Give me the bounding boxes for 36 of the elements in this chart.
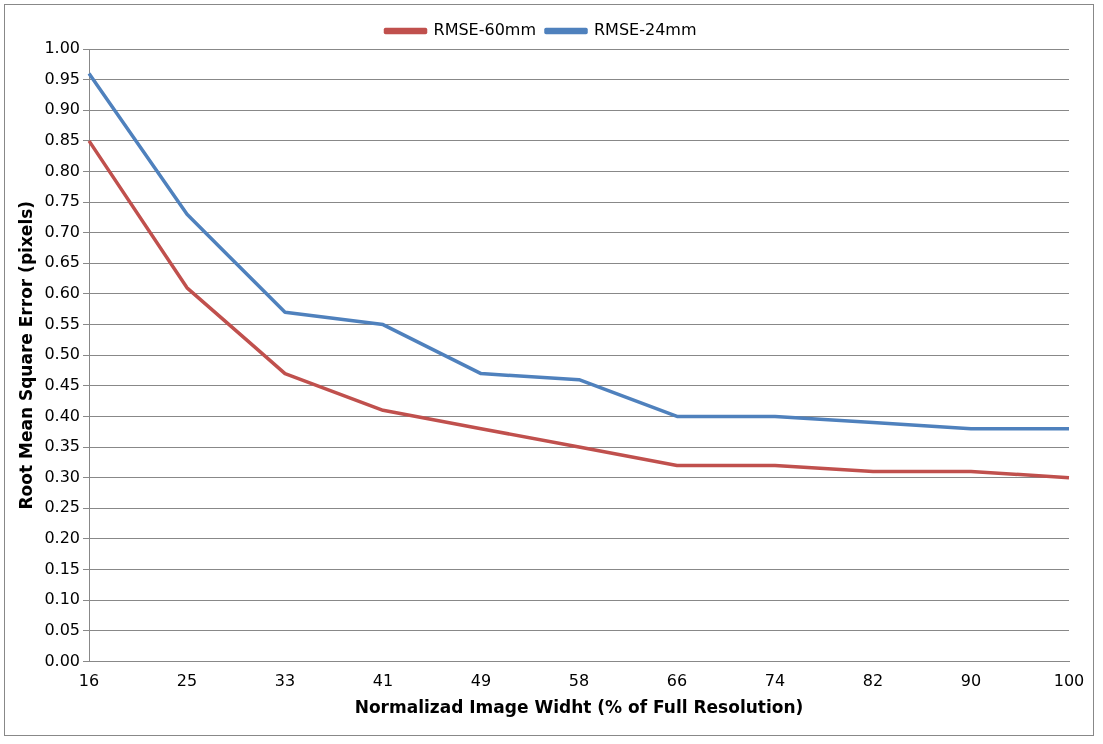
y-tick-label: 0.45 [44, 374, 81, 394]
y-tick-label: 0.05 [44, 619, 81, 639]
y-tick-label: 0.90 [44, 99, 81, 119]
x-tick-label: 66 [666, 671, 688, 691]
y-tick-label: 0.75 [44, 191, 81, 211]
y-tick-label: 0.25 [44, 497, 81, 517]
y-tick-label: 0.30 [44, 466, 81, 486]
legend-label: RMSE-60mm [433, 20, 537, 40]
y-tick-label: 0.55 [44, 313, 81, 333]
x-axis-title: Normalizad Image Widht (% of Full Resolution) [354, 697, 804, 718]
x-tick-label: 90 [960, 671, 982, 691]
x-tick-label: 16 [78, 671, 100, 691]
x-tick-label: 49 [470, 671, 492, 691]
y-tick-label: 0.50 [44, 344, 81, 364]
y-tick-label: 0.00 [44, 650, 81, 670]
legend-label: RMSE-24mm [594, 20, 697, 40]
y-tick-label: 0.80 [44, 160, 81, 180]
y-tick-label: 0.15 [44, 558, 81, 578]
x-tick-label: 58 [568, 671, 590, 691]
y-tick-label: 0.70 [44, 221, 81, 241]
y-tick-label: 0.40 [44, 405, 81, 425]
x-tick-label: 82 [862, 671, 884, 691]
y-tick-label: 0.10 [44, 589, 81, 609]
x-tick-label: 100 [1053, 671, 1085, 691]
y-tick-label: 0.20 [44, 528, 81, 548]
x-tick-label: 74 [764, 671, 786, 691]
y-tick-label: 0.85 [44, 130, 81, 150]
x-tick-label: 25 [176, 671, 198, 691]
x-tick-label: 41 [372, 671, 394, 691]
y-tick-label: 0.65 [44, 252, 81, 272]
y-axis-title: Root Mean Square Error (pixels) [15, 200, 36, 510]
y-tick-label: 1.00 [44, 38, 81, 58]
y-tick-label: 0.60 [44, 283, 81, 303]
y-tick-label: 0.35 [44, 436, 81, 456]
x-tick-label: 33 [274, 671, 296, 691]
y-tick-label: 0.95 [44, 68, 81, 88]
